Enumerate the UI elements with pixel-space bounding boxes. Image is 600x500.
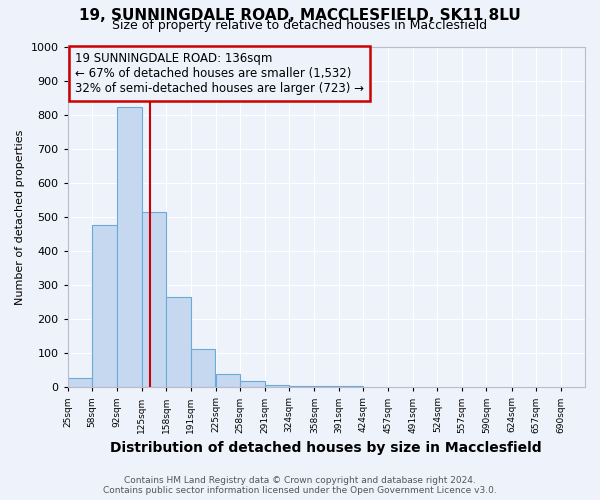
Bar <box>191 349 215 388</box>
Bar <box>166 297 191 388</box>
Bar <box>68 378 92 388</box>
Bar <box>314 386 339 388</box>
Y-axis label: Number of detached properties: Number of detached properties <box>15 129 25 304</box>
Bar <box>265 384 289 388</box>
X-axis label: Distribution of detached houses by size in Macclesfield: Distribution of detached houses by size … <box>110 441 542 455</box>
Text: 19, SUNNINGDALE ROAD, MACCLESFIELD, SK11 8LU: 19, SUNNINGDALE ROAD, MACCLESFIELD, SK11… <box>79 8 521 22</box>
Bar <box>216 374 241 388</box>
Bar <box>289 386 314 388</box>
Bar <box>142 212 166 388</box>
Bar <box>117 107 142 388</box>
Text: Contains HM Land Registry data © Crown copyright and database right 2024.
Contai: Contains HM Land Registry data © Crown c… <box>103 476 497 495</box>
Bar <box>241 381 265 388</box>
Text: Size of property relative to detached houses in Macclesfield: Size of property relative to detached ho… <box>112 18 488 32</box>
Bar <box>92 224 116 388</box>
Text: 19 SUNNINGDALE ROAD: 136sqm
← 67% of detached houses are smaller (1,532)
32% of : 19 SUNNINGDALE ROAD: 136sqm ← 67% of det… <box>76 52 364 94</box>
Bar <box>339 386 364 388</box>
